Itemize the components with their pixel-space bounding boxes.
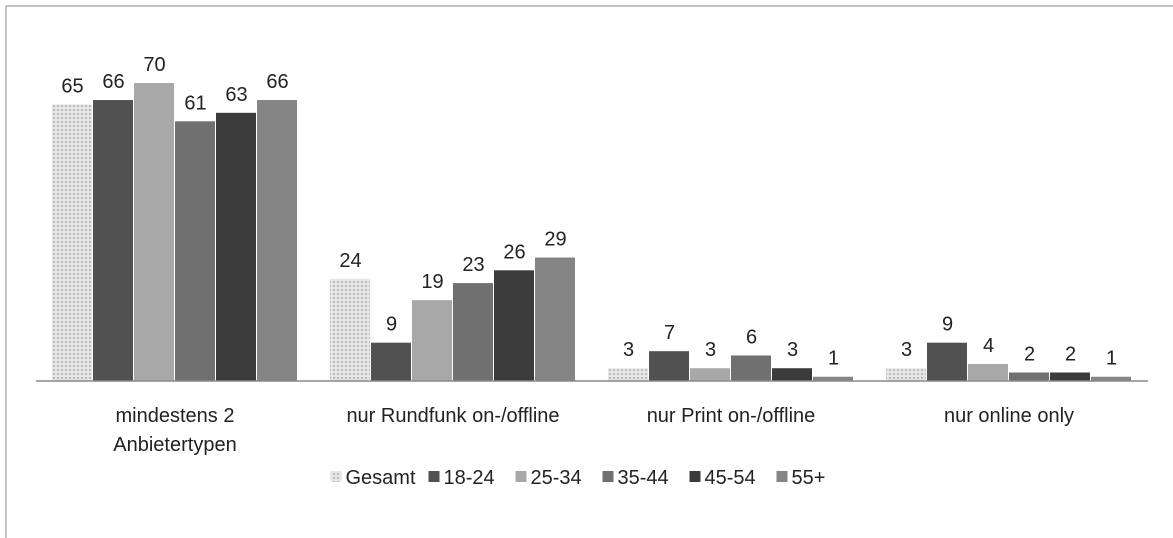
data-label: 3 bbox=[901, 339, 912, 361]
bar bbox=[535, 257, 575, 381]
data-label: 66 bbox=[102, 71, 124, 93]
legend-label: Gesamt bbox=[346, 467, 416, 489]
data-label: 66 bbox=[266, 71, 288, 93]
data-label: 6 bbox=[746, 326, 757, 348]
bar bbox=[330, 278, 370, 381]
bar bbox=[175, 121, 215, 382]
data-label: 29 bbox=[544, 229, 566, 251]
data-label: 2 bbox=[1065, 343, 1076, 365]
data-label: 1 bbox=[1106, 348, 1117, 370]
x-tick-label: nur Rundfunk on-/offline bbox=[346, 405, 560, 427]
legend-label: 45-54 bbox=[705, 467, 756, 489]
bar bbox=[690, 368, 730, 381]
legend-swatch bbox=[602, 471, 614, 482]
data-label: 9 bbox=[942, 314, 953, 336]
bar bbox=[649, 351, 689, 381]
data-label: 26 bbox=[503, 241, 525, 263]
legend-label: 35-44 bbox=[618, 467, 669, 489]
data-label: 9 bbox=[386, 314, 397, 336]
data-label: 3 bbox=[623, 339, 634, 361]
legend-label: 18-24 bbox=[444, 467, 495, 489]
bar bbox=[968, 363, 1008, 381]
bar bbox=[731, 355, 771, 381]
bar bbox=[412, 300, 452, 381]
bar bbox=[1050, 372, 1090, 381]
data-label: 7 bbox=[664, 322, 675, 344]
bar bbox=[371, 342, 411, 381]
legend-swatch bbox=[776, 471, 788, 482]
bar bbox=[608, 368, 648, 381]
bar bbox=[134, 83, 174, 381]
data-label: 70 bbox=[143, 54, 165, 76]
legend-swatch bbox=[330, 471, 342, 482]
bar bbox=[494, 270, 534, 381]
data-label: 19 bbox=[421, 271, 443, 293]
legend-label: 55+ bbox=[792, 467, 826, 489]
bar bbox=[1091, 376, 1131, 381]
data-label: 61 bbox=[184, 92, 206, 114]
x-tick-label: nur Print on-/offline bbox=[646, 405, 816, 427]
legend-swatch bbox=[428, 471, 440, 482]
legend-swatch bbox=[515, 471, 527, 482]
data-label: 2 bbox=[1024, 343, 1035, 365]
data-label: 4 bbox=[983, 335, 994, 357]
bar bbox=[927, 342, 967, 381]
data-label: 63 bbox=[225, 84, 247, 106]
data-label: 3 bbox=[705, 339, 716, 361]
bar bbox=[257, 100, 297, 382]
bar bbox=[1009, 372, 1049, 381]
data-label: 23 bbox=[462, 254, 484, 276]
bar bbox=[772, 368, 812, 381]
bar bbox=[93, 100, 133, 382]
legend-swatch bbox=[689, 471, 701, 482]
bar bbox=[886, 368, 926, 381]
data-label: 65 bbox=[61, 75, 83, 97]
x-tick-label: nur online only bbox=[943, 405, 1075, 427]
x-tick-label: mindestens 2 Anbietertypen bbox=[113, 405, 237, 456]
data-label: 1 bbox=[828, 348, 839, 370]
bar bbox=[813, 376, 853, 381]
bar bbox=[52, 104, 92, 382]
data-label: 24 bbox=[339, 250, 361, 272]
bar bbox=[453, 283, 493, 381]
data-label: 3 bbox=[787, 339, 798, 361]
frame bbox=[5, 5, 1173, 538]
bar bbox=[216, 112, 256, 382]
legend-label: 25-34 bbox=[531, 467, 582, 489]
